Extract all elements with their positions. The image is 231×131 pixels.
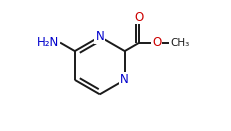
Text: O: O <box>152 36 161 49</box>
Text: O: O <box>135 11 144 24</box>
Text: N: N <box>95 30 104 43</box>
Text: H₂N: H₂N <box>37 36 59 49</box>
Text: CH₃: CH₃ <box>170 38 189 48</box>
Text: N: N <box>120 73 129 86</box>
